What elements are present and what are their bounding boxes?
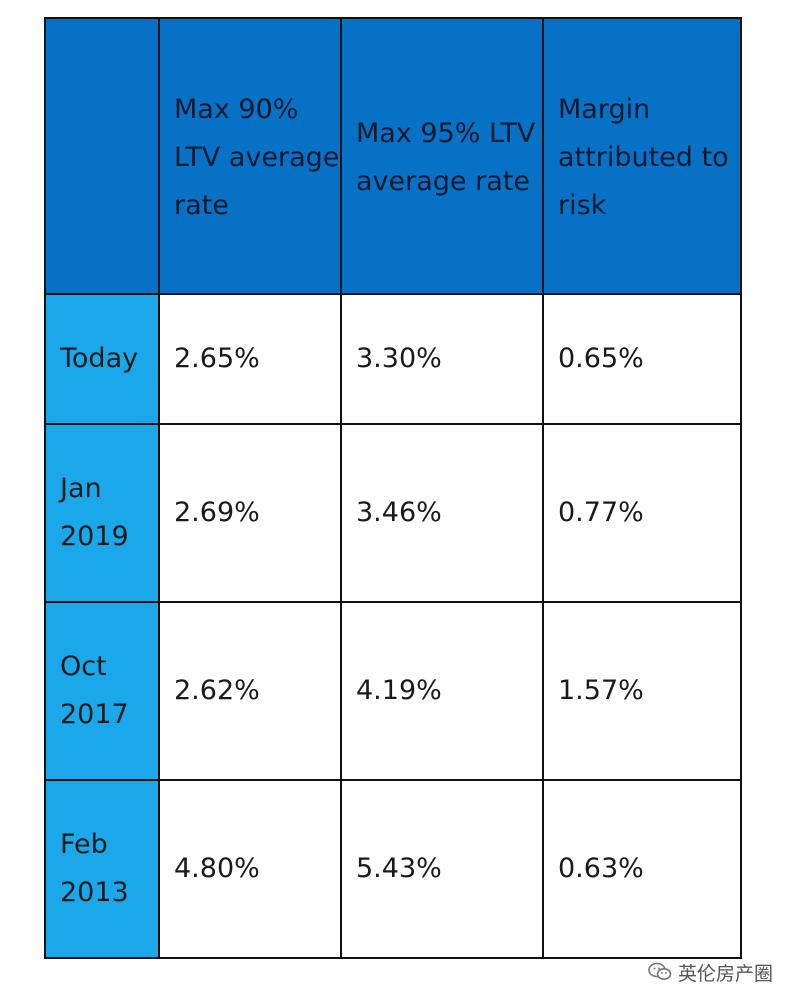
row-label: Jan 2019 (44, 423, 160, 603)
cell-max-95-ltv: 4.19% (340, 601, 544, 781)
table-row: Jan 2019 2.69% 3.46% 0.77% (44, 423, 742, 603)
cell-max-90-ltv: 2.65% (158, 293, 342, 425)
cell-margin-risk: 0.63% (542, 779, 742, 959)
header-margin-risk: Margin attributed to risk (542, 17, 742, 295)
cell-max-95-ltv: 3.30% (340, 293, 544, 425)
cell-margin-risk: 0.77% (542, 423, 742, 603)
cell-margin-risk: 0.65% (542, 293, 742, 425)
wechat-icon (648, 962, 672, 982)
header-max-90-ltv: Max 90% LTV average rate (158, 17, 342, 295)
ltv-rates-table: Max 90% LTV average rate Max 95% LTV ave… (44, 17, 742, 959)
table-row: Oct 2017 2.62% 4.19% 1.57% (44, 601, 742, 781)
cell-margin-risk: 1.57% (542, 601, 742, 781)
cell-max-95-ltv: 5.43% (340, 779, 544, 959)
cell-max-90-ltv: 4.80% (158, 779, 342, 959)
table-row: Today 2.65% 3.30% 0.65% (44, 293, 742, 425)
cell-max-90-ltv: 2.62% (158, 601, 342, 781)
header-row: Max 90% LTV average rate Max 95% LTV ave… (44, 17, 742, 295)
row-label: Today (44, 293, 160, 425)
cell-max-95-ltv: 3.46% (340, 423, 544, 603)
watermark: 英伦房产圈 (648, 958, 773, 986)
table-row: Feb 2013 4.80% 5.43% 0.63% (44, 779, 742, 959)
row-label: Feb 2013 (44, 779, 160, 959)
row-label: Oct 2017 (44, 601, 160, 781)
watermark-text: 英伦房产圈 (678, 962, 774, 985)
header-max-95-ltv: Max 95% LTV average rate (340, 17, 544, 295)
cell-max-90-ltv: 2.69% (158, 423, 342, 603)
header-corner-cell (44, 17, 160, 295)
